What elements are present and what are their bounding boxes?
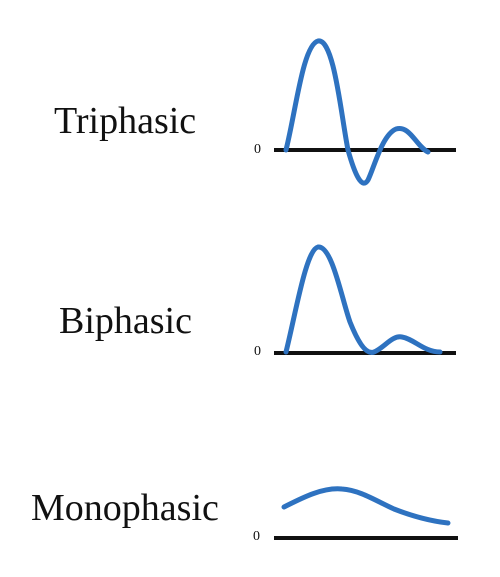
biphasic-zero-label: 0 [254, 344, 261, 359]
monophasic-label: Monophasic [31, 487, 219, 529]
biphasic-label: Biphasic [59, 300, 192, 342]
triphasic-zero-label: 0 [254, 142, 261, 157]
monophasic-zero-label: 0 [253, 529, 260, 544]
biphasic-waveform [283, 244, 443, 355]
monophasic-waveform [281, 486, 451, 526]
triphasic-waveform [283, 38, 431, 186]
triphasic-label: Triphasic [54, 100, 197, 142]
